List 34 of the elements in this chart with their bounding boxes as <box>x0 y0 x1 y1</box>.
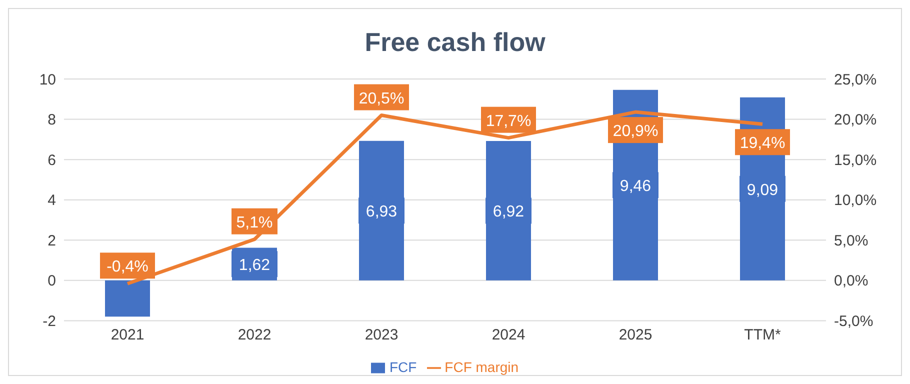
x-tick-label: 2024 <box>492 326 526 344</box>
y2-tick-label: -5,0% <box>834 313 874 330</box>
data-label: 20,9% <box>612 123 658 140</box>
y-tick-label: 10 <box>39 71 56 88</box>
data-label: 9,46 <box>620 178 652 196</box>
y-tick-label: 8 <box>48 112 56 129</box>
y2-tick-label: 15,0% <box>834 152 877 169</box>
x-tick-label: 2023 <box>364 326 398 344</box>
data-label: 6,93 <box>366 204 398 221</box>
y-tick-label: 0 <box>48 272 56 290</box>
y2-tick-label: 20,0% <box>834 112 877 129</box>
y-tick-label: 6 <box>48 152 56 169</box>
y-tick-label: 4 <box>48 192 56 210</box>
chart-title: Free cash flow <box>364 26 546 59</box>
data-label: 5,1% <box>236 214 273 232</box>
data-label: 6,92 <box>492 204 524 221</box>
x-tick-label: 2022 <box>238 326 272 344</box>
x-tick-label: TTM* <box>744 326 781 344</box>
y2-tick-label: 5,0% <box>834 232 868 250</box>
legend-label: FCF <box>389 358 417 375</box>
data-label: 9,09 <box>746 182 778 199</box>
x-tick-label: 2025 <box>618 326 652 344</box>
legend-label: FCF margin <box>444 358 519 375</box>
data-label: 1,62 <box>238 257 270 274</box>
y-tick-label: 2 <box>48 232 56 250</box>
y2-tick-label: 0,0% <box>834 272 868 290</box>
y2-tick-label: 25,0% <box>834 71 877 88</box>
data-label: 17,7% <box>486 112 532 130</box>
data-label: -0,4% <box>106 258 148 276</box>
y-tick-label: -2 <box>42 313 56 330</box>
data-label: 20,5% <box>358 90 404 108</box>
y2-tick-label: 10,0% <box>834 192 877 210</box>
x-tick-label: 2021 <box>110 326 144 344</box>
data-label: 19,4% <box>740 135 786 152</box>
